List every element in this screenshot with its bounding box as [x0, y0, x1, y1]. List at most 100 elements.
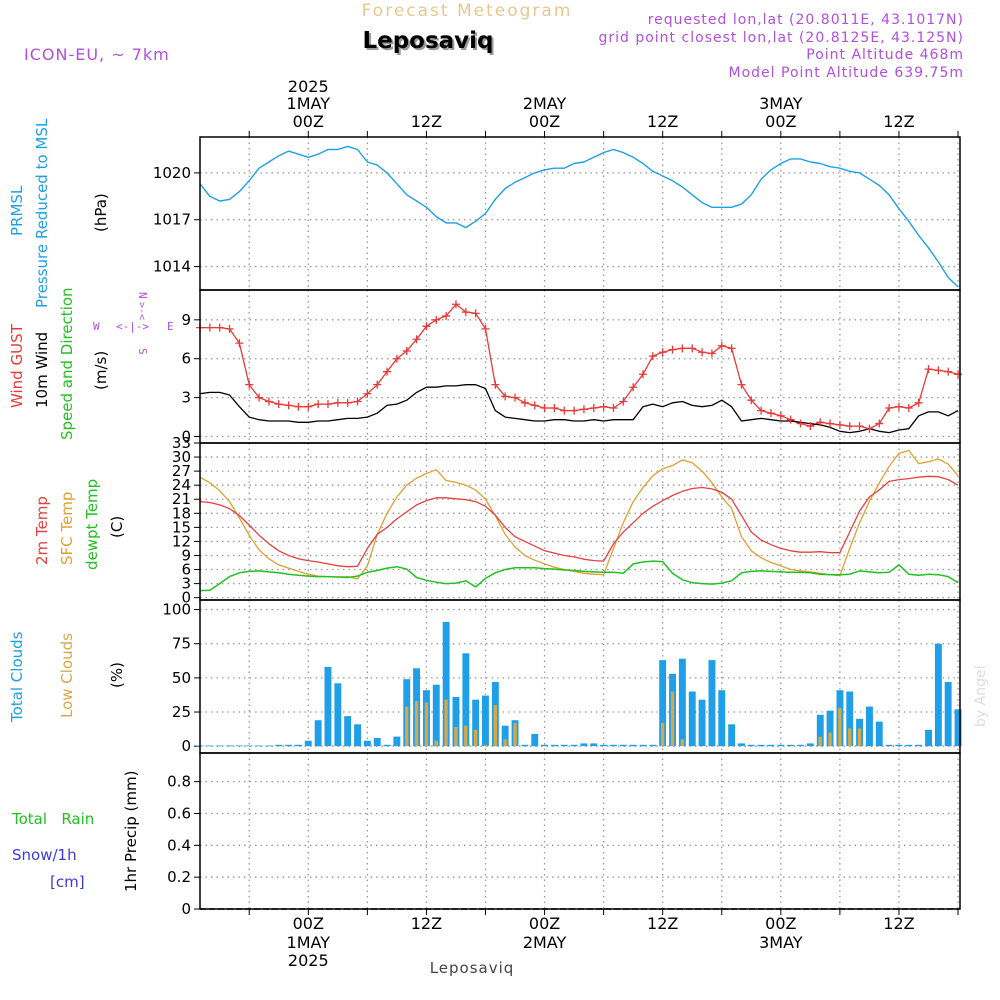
total-clouds-bar: [531, 733, 539, 747]
low-clouds-bar: [513, 722, 517, 747]
wind-label: 10m Wind: [33, 332, 51, 408]
total-clouds-bar: [373, 738, 381, 747]
gust-point: [422, 322, 431, 331]
total-clouds-bar: [649, 744, 657, 747]
total-clouds-bar: [482, 695, 489, 747]
low-clouds-bar: [818, 736, 822, 747]
gust-point: [757, 406, 766, 415]
total-clouds-bar: [245, 745, 253, 747]
precipitation-ytick-label: 0.2: [167, 868, 191, 886]
top-time-label: 00Z: [293, 112, 324, 131]
gust-point: [619, 397, 628, 406]
total-clouds-bar: [629, 744, 637, 747]
gust-point: [786, 415, 795, 424]
top-time-label: 2MAY: [523, 94, 567, 113]
total-clouds-bar: [718, 690, 726, 747]
chart-title-shadow: Leposaviq: [364, 30, 495, 56]
low-clouds-bar: [838, 707, 842, 747]
total-clouds-bar: [304, 740, 312, 747]
gust-point: [668, 345, 677, 354]
gust-point: [520, 398, 529, 407]
gust-point: [589, 403, 598, 412]
gust-point: [392, 354, 401, 363]
low-clouds-bar: [474, 729, 478, 747]
temperature-ytick-label: 3: [181, 575, 191, 593]
total-clouds-bar: [895, 744, 903, 747]
pressure-ytick-label: 1017: [153, 211, 191, 229]
gust-point: [954, 370, 963, 379]
bottom-time-label: 00Z: [293, 914, 324, 933]
precip-panel-label: Total Rain Snow/1h [cm] 1hr Precip (mm): [11, 771, 140, 892]
total-clouds-bar: [206, 745, 214, 747]
prmsl-description-label: Pressure Reduced to MSL: [33, 118, 51, 308]
credit-watermark: by Angel: [973, 666, 989, 727]
gust-point: [333, 398, 342, 407]
gust-point: [274, 400, 283, 409]
compass-rose: W E <-|-> N S >-<: [93, 292, 174, 355]
total-clouds-bar: [816, 714, 824, 747]
gust-point: [383, 367, 392, 376]
low-clouds-bar: [444, 699, 448, 747]
wind-ytick-label: 6: [181, 350, 191, 368]
gust-point: [875, 419, 884, 428]
total-clouds-bar: [944, 682, 952, 747]
compass-north: N: [136, 292, 149, 299]
gust-point: [264, 397, 273, 406]
top-time-label: 00Z: [765, 112, 796, 131]
clouds-ytick-label: 50: [172, 669, 191, 687]
compass-east: E: [167, 320, 174, 333]
total-clouds-bar: [393, 736, 401, 747]
total-clouds-bar: [757, 744, 765, 747]
gust-point: [816, 418, 825, 427]
gust-point: [284, 401, 293, 410]
bottom-time-label: 2025: [288, 951, 329, 970]
gust-point: [511, 393, 520, 402]
total-clouds-bar: [875, 721, 883, 747]
precipitation-panel: 0 0.2 0.4 0.6 0.8: [167, 753, 960, 918]
gust-point: [727, 344, 736, 353]
clouds-frame: [199, 599, 961, 754]
gust-point: [855, 422, 864, 431]
low-clouds-label: Low Clouds: [58, 633, 76, 718]
total-clouds-bar: [383, 744, 391, 747]
total-clouds-bar: [678, 658, 686, 747]
precipitation-ytick-label: 0.4: [167, 836, 191, 854]
total-clouds-bar: [885, 744, 893, 747]
top-time-label: 12Z: [411, 112, 442, 131]
gust-point: [609, 403, 618, 412]
gust-point: [648, 352, 657, 361]
wind-panel-label: Wind GUST 10m Wind Speed and Direction (…: [8, 287, 174, 440]
total-clouds-bar: [728, 724, 736, 747]
gust-point: [353, 397, 362, 406]
wind-direction-label: Speed and Direction: [58, 287, 76, 440]
temperature-ytick-label: 30: [172, 448, 191, 466]
clouds-ytick-label: 25: [172, 703, 191, 721]
total-clouds-bar: [934, 643, 942, 747]
gust-point: [481, 324, 490, 333]
total-clouds-bar: [925, 729, 932, 747]
gust-point: [806, 422, 815, 431]
wind-panel: 0 3 6 9: [181, 290, 963, 446]
total-clouds-bar: [846, 691, 854, 747]
temperature-ytick-label: 9: [181, 546, 191, 564]
low-clouds-bar: [464, 725, 468, 747]
gust-point: [904, 403, 913, 412]
total-clouds-bar: [708, 660, 716, 747]
clouds-panel-label: Total Clouds Low Clouds (%): [8, 631, 126, 723]
gust-point: [747, 396, 756, 405]
total-clouds-bar: [698, 699, 706, 747]
gust-point: [225, 324, 234, 333]
gust-point: [599, 402, 608, 411]
low-clouds-bar: [828, 732, 832, 747]
total-clouds-bar: [797, 744, 804, 747]
total-clouds-bar: [954, 709, 962, 747]
temperature-ytick-label: 6: [181, 561, 191, 579]
wind-frame: [199, 289, 961, 444]
gust-point: [373, 380, 382, 389]
snow-label: Snow/1h: [12, 846, 77, 864]
low-clouds-bar: [848, 728, 852, 747]
gust-point: [776, 411, 785, 420]
gust-point: [540, 403, 549, 412]
total-clouds-bar: [235, 745, 243, 747]
